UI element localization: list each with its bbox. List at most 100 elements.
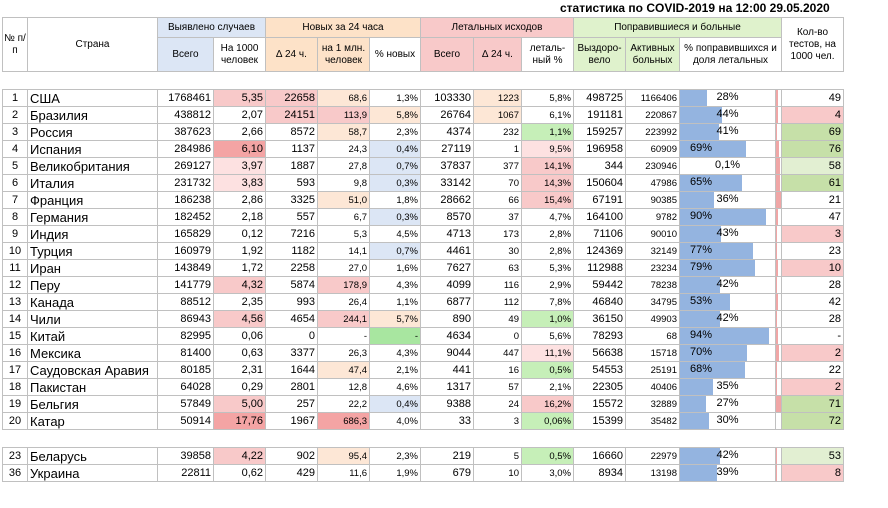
tests-per-1000: 71	[781, 395, 844, 413]
cases-total: 165829	[157, 225, 214, 243]
cases-per-1000: 2,31	[213, 361, 266, 379]
cases-total: 88512	[157, 293, 214, 311]
recovered-pct-bar	[680, 192, 715, 208]
recovered-pct-bar	[680, 141, 746, 157]
cases-per-1000: 1,72	[213, 259, 266, 277]
row-number: 17	[2, 361, 28, 379]
row-number: 23	[2, 447, 28, 465]
country-name: Канада	[27, 293, 158, 311]
lethal-share-bar-cell	[775, 174, 782, 192]
cases-per-1000: 5,35	[213, 89, 266, 107]
active-cases: 34795	[625, 293, 680, 311]
lethal-share-bar-cell	[775, 157, 782, 175]
active-cases: 230946	[625, 157, 680, 175]
country-name: Франция	[27, 191, 158, 209]
recovered-count: 164100	[573, 208, 626, 226]
tests-per-1000: 49	[781, 89, 844, 107]
header-total: Всего	[157, 37, 214, 72]
recovered-count: 112988	[573, 259, 626, 277]
deaths-24h: 1	[473, 140, 522, 158]
new-per-million: 178,9	[317, 276, 370, 294]
lethality-pct: 5,6%	[521, 327, 574, 345]
covid-stats-table: № п/п Страна Выявлено случаев Новых за 2…	[2, 17, 844, 482]
recovered-pct-label: 65%	[690, 176, 713, 188]
cases-total: 86943	[157, 310, 214, 328]
table-row: 2 Бразилия 438812 2,07 24151 113,9 5,8% 26764 10…	[2, 106, 844, 124]
tests-per-1000: 76	[781, 140, 844, 158]
lethality-pct: 7,8%	[521, 293, 574, 311]
recovered-pct-bar	[680, 345, 747, 361]
lethality-pct: 3,0%	[521, 464, 574, 482]
lethal-share-bar-cell	[775, 191, 782, 209]
deaths-24h: 49	[473, 310, 522, 328]
deaths-total: 6877	[420, 293, 474, 311]
extra-rows: 23 Беларусь 39858 4,22 902 95,4 2,3% 219 5 0,5% 16…	[2, 447, 844, 482]
row-number: 4	[2, 140, 28, 158]
new-cases-pct: 0,4%	[369, 140, 421, 158]
recovered-pct-bar	[680, 90, 707, 106]
new-cases-24h: 24151	[265, 106, 318, 124]
header-per1m: на 1 млн. человек	[317, 37, 370, 72]
new-cases-24h: 993	[265, 293, 318, 311]
table-row: 9 Индия 165829 0,12 7216 5,3 4,5% 4713 173 2,8% 71…	[2, 225, 844, 243]
cases-per-1000: 2,35	[213, 293, 266, 311]
header-d24: ∆ 24 ч.	[265, 37, 318, 72]
deaths-24h: 1067	[473, 106, 522, 124]
lethal-share-bar-cell	[775, 412, 782, 430]
recovered-pct-label: 94%	[690, 329, 713, 341]
new-cases-24h: 257	[265, 395, 318, 413]
country-name: Чили	[27, 310, 158, 328]
table-row: 13 Канада 88512 2,35 993 26,4 1,1% 6877 112 7,8% 4…	[2, 293, 844, 311]
recovered-pct-label: 27%	[716, 397, 739, 409]
country-name: Бельгия	[27, 395, 158, 413]
recovered-count: 54553	[573, 361, 626, 379]
spacer-row	[2, 71, 844, 90]
cases-per-1000: 0,29	[213, 378, 266, 396]
deaths-24h: 0	[473, 327, 522, 345]
lethality-pct: 14,3%	[521, 174, 574, 192]
recovered-pct-bar	[680, 260, 756, 276]
recovered-pct-cell: 42%	[679, 310, 776, 328]
lethal-share-bar-cell	[775, 361, 782, 379]
tests-per-1000: 2	[781, 344, 844, 362]
row-number: 3	[2, 123, 28, 141]
table-row: 5 Великобритания 269127 3,97 1887 27,8 0,7% 378…	[2, 157, 844, 175]
deaths-24h: 447	[473, 344, 522, 362]
lethal-share-bar-cell	[775, 395, 782, 413]
recovered-pct-bar	[680, 209, 766, 225]
header-active: Активных больных	[625, 37, 680, 72]
recovered-pct-label: 43%	[716, 227, 739, 239]
deaths-24h: 232	[473, 123, 522, 141]
recovered-pct-cell: 27%	[679, 395, 776, 413]
tests-per-1000: 28	[781, 276, 844, 294]
row-number: 7	[2, 191, 28, 209]
recovered-count: 124369	[573, 242, 626, 260]
header-new: Новых за 24 часа	[265, 17, 421, 38]
recovered-pct-cell: 68%	[679, 361, 776, 379]
row-number: 15	[2, 327, 28, 345]
new-cases-24h: 22658	[265, 89, 318, 107]
deaths-24h: 5	[473, 447, 522, 465]
lethality-pct: 5,8%	[521, 89, 574, 107]
new-cases-pct: 2,3%	[369, 123, 421, 141]
cases-per-1000: 1,92	[213, 242, 266, 260]
recovered-pct-cell: 44%	[679, 106, 776, 124]
recovered-pct-label: 77%	[690, 244, 713, 256]
recovered-pct-label: 68%	[690, 363, 713, 375]
recovered-pct-bar	[680, 277, 720, 293]
recovered-pct-bar	[680, 379, 714, 395]
recovered-count: 71106	[573, 225, 626, 243]
row-number: 10	[2, 242, 28, 260]
deaths-24h: 37	[473, 208, 522, 226]
recovered-count: 16660	[573, 447, 626, 465]
cases-total: 438812	[157, 106, 214, 124]
cases-total: 82995	[157, 327, 214, 345]
new-per-million: 24,3	[317, 140, 370, 158]
recovered-pct-label: 42%	[716, 449, 739, 461]
recovered-pct-label: 42%	[716, 312, 739, 324]
lethal-share-bar	[776, 260, 778, 276]
country-name: Катар	[27, 412, 158, 430]
cases-total: 186238	[157, 191, 214, 209]
row-number: 5	[2, 157, 28, 175]
lethality-pct: 0,5%	[521, 361, 574, 379]
